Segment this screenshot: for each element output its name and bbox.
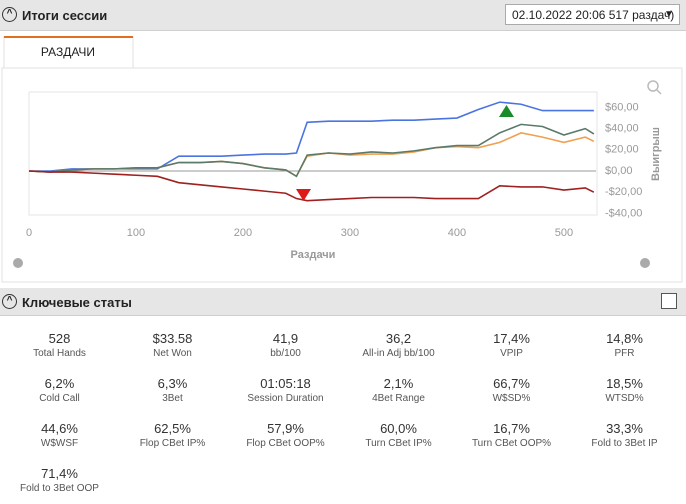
stat: 6,3% 3Bet bbox=[116, 376, 229, 421]
stat-value: $33.58 bbox=[152, 331, 193, 346]
y-tick-label: $60,00 bbox=[605, 101, 639, 113]
zoom-icon-handle bbox=[656, 89, 662, 95]
stat-value: 71,4% bbox=[41, 466, 78, 481]
stat-value: 36,2 bbox=[385, 331, 412, 346]
y-axis-label: Выигрыш bbox=[650, 127, 662, 181]
stat: 528 Total Hands bbox=[3, 331, 116, 376]
stats-header: ^ Ключевые статы bbox=[0, 288, 686, 316]
stat: 57,9% Flop CBet OOP% bbox=[229, 421, 342, 466]
stat-value: 14,8% bbox=[606, 331, 643, 346]
stat-value: 62,5% bbox=[154, 421, 191, 436]
y-tick-label: $0,00 bbox=[605, 165, 633, 177]
zoom-icon[interactable] bbox=[647, 80, 659, 92]
stat-value: 2,1% bbox=[383, 376, 414, 391]
x-tick-label: 100 bbox=[127, 227, 145, 239]
stat: 18,5% WTSD% bbox=[568, 376, 681, 421]
settings-icon[interactable] bbox=[13, 258, 23, 268]
x-tick-label: 400 bbox=[448, 227, 466, 239]
min-marker bbox=[296, 189, 311, 201]
stat: 62,5% Flop CBet IP% bbox=[116, 421, 229, 466]
stat-value: 44,6% bbox=[41, 421, 78, 436]
x-tick-label: 300 bbox=[341, 227, 359, 239]
series-line bbox=[28, 123, 595, 178]
stat-value: 528 bbox=[48, 331, 71, 346]
stat-label: Net Won bbox=[153, 348, 192, 359]
stat: 6,2% Cold Call bbox=[3, 376, 116, 421]
stat-value: 18,5% bbox=[606, 376, 643, 391]
stat-label: Total Hands bbox=[33, 348, 86, 359]
stat: 36,2 All-in Adj bb/100 bbox=[342, 331, 455, 376]
stat-label: bb/100 bbox=[270, 348, 301, 359]
stat-value: 57,9% bbox=[267, 421, 304, 436]
stat: 60,0% Turn CBet IP% bbox=[342, 421, 455, 466]
stat: 71,4% Fold to 3Bet OOP bbox=[3, 466, 116, 504]
stat-label: All-in Adj bb/100 bbox=[362, 348, 435, 359]
stat-value: 66,7% bbox=[493, 376, 530, 391]
stat: 41,9 bb/100 bbox=[229, 331, 342, 376]
y-tick-label: -$40,00 bbox=[605, 207, 642, 219]
stats-grid: 528 Total Hands $33.58 Net Won 41,9 bb/100 36,… bbox=[3, 331, 681, 504]
stat: 01:05:18 Session Duration bbox=[229, 376, 342, 421]
collapse-button[interactable]: ^ bbox=[2, 7, 17, 22]
stat-label: PFR bbox=[614, 348, 635, 359]
stat-label: Cold Call bbox=[39, 393, 80, 404]
chart-panel bbox=[1, 67, 683, 283]
stat-value: 33,3% bbox=[606, 421, 643, 436]
stat-label: Turn CBet OOP% bbox=[471, 438, 552, 449]
max-marker bbox=[499, 105, 514, 117]
tab[interactable] bbox=[3, 36, 134, 69]
y-tick-label: $20,00 bbox=[605, 144, 639, 156]
stat: 17,4% VPIP bbox=[455, 331, 568, 376]
stat: 66,7% W$SD% bbox=[455, 376, 568, 421]
stat-value: 60,0% bbox=[380, 421, 417, 436]
stat-label: 4Bet Range bbox=[372, 393, 425, 404]
stats-title: Ключевые статы bbox=[22, 295, 132, 310]
layout-button[interactable] bbox=[661, 293, 677, 309]
header-title: Итоги сессии bbox=[22, 8, 108, 23]
stat: 14,8% PFR bbox=[568, 331, 681, 376]
stat-value: 17,4% bbox=[493, 331, 530, 346]
stat-value: 6,3% bbox=[157, 376, 188, 391]
stat-label: W$WSF bbox=[40, 438, 79, 449]
stat: 16,7% Turn CBet OOP% bbox=[455, 421, 568, 466]
x-tick-label: 500 bbox=[555, 227, 573, 239]
stat-label: Turn CBet IP% bbox=[365, 438, 432, 449]
session-header: ^ Итоги сессии 02.10.2022 20:06 517 разд… bbox=[0, 0, 686, 31]
x-axis-label: Раздачи bbox=[291, 249, 336, 261]
x-tick-label: 0 bbox=[26, 227, 32, 239]
stat-value: 01:05:18 bbox=[260, 376, 311, 391]
y-tick-label: -$20,00 bbox=[605, 186, 642, 198]
tab-label[interactable]: РАЗДАЧИ bbox=[41, 45, 95, 59]
collapse-button[interactable]: ^ bbox=[2, 294, 17, 309]
stat: 33,3% Fold to 3Bet IP bbox=[568, 421, 681, 466]
stat-label: VPIP bbox=[500, 348, 523, 359]
x-tick-label: 200 bbox=[234, 227, 252, 239]
stat-label: 3Bet bbox=[162, 393, 183, 404]
info-icon[interactable] bbox=[640, 258, 650, 268]
stat-label: Flop CBet IP% bbox=[139, 438, 206, 449]
stat-label: Fold to 3Bet OOP bbox=[20, 483, 99, 494]
stat: $33.58 Net Won bbox=[116, 331, 229, 376]
session-select[interactable]: 02.10.2022 20:06 517 раздач) bbox=[505, 4, 680, 25]
stat-label: W$SD% bbox=[492, 393, 531, 404]
stat: 2,1% 4Bet Range bbox=[342, 376, 455, 421]
dropdown-arrow: ▼ bbox=[664, 9, 674, 20]
stat-label: WTSD% bbox=[605, 393, 644, 404]
stat-value: 6,2% bbox=[44, 376, 75, 391]
stat-label: Session Duration bbox=[247, 393, 324, 404]
stat-value: 41,9 bbox=[272, 331, 299, 346]
y-tick-label: $40,00 bbox=[605, 123, 639, 135]
chart: РАЗДАЧИ Раздачи Выигрыш 0 100 200 300 400 500… bbox=[1, 36, 683, 283]
stat-value: 16,7% bbox=[493, 421, 530, 436]
series-line bbox=[28, 170, 595, 202]
stat: 44,6% W$WSF bbox=[3, 421, 116, 466]
plot-area bbox=[28, 91, 598, 216]
stat-label: Fold to 3Bet IP bbox=[591, 438, 658, 449]
stat-label: Flop CBet OOP% bbox=[246, 438, 325, 449]
